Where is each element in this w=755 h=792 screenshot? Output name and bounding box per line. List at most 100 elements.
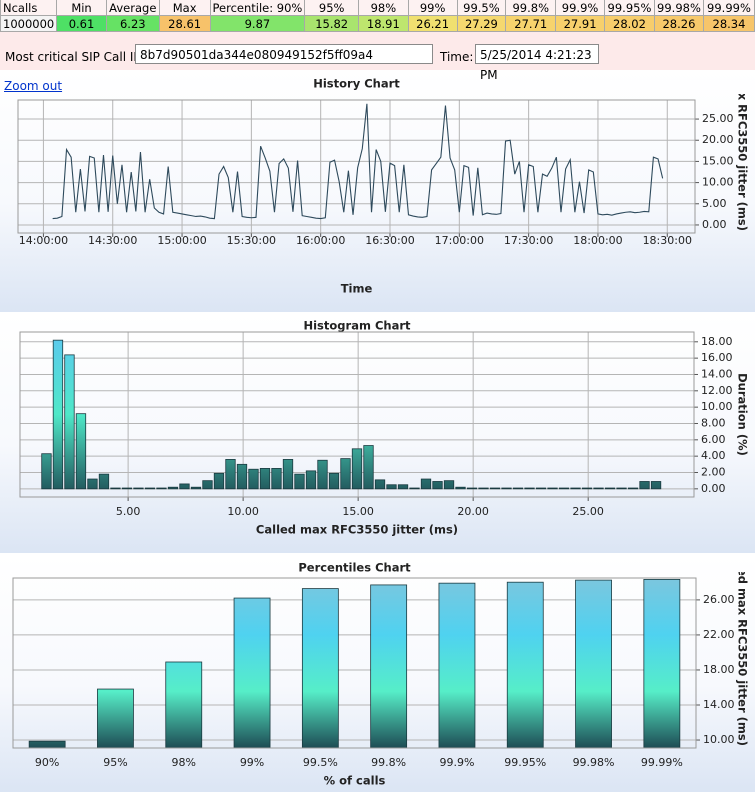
x-tick-label: 16:00:00 xyxy=(296,234,345,247)
histogram-bar xyxy=(98,473,110,490)
y-tick-label: 0.00 xyxy=(701,482,726,495)
histogram-bar xyxy=(64,354,75,490)
y-tick-label: 20.00 xyxy=(702,133,734,146)
x-tick-label: 99.8% xyxy=(371,756,406,769)
x-tick-label: 15.00 xyxy=(342,505,374,518)
stats-header-cell: Max xyxy=(158,0,211,16)
y-tick-label: 10.00 xyxy=(702,176,734,189)
x-tick-label: 20.00 xyxy=(457,505,489,518)
stats-value-cell: 28.34 xyxy=(702,15,755,32)
histogram-bar xyxy=(639,481,650,490)
percentile-bar xyxy=(506,581,544,749)
time-field[interactable]: 5/25/2014 4:21:23 PM xyxy=(475,44,599,82)
histogram-bar xyxy=(179,483,190,490)
stats-value-cell: 26.21 xyxy=(407,15,458,32)
y-tick-label: 10.00 xyxy=(701,400,733,413)
histogram-bar xyxy=(443,480,455,490)
histogram-bar xyxy=(340,458,351,490)
percentile-bar xyxy=(233,597,271,749)
y-tick-label: 26.00 xyxy=(703,593,735,606)
x-tick-label: 95% xyxy=(103,756,127,769)
chart-panel xyxy=(0,314,755,553)
x-axis-label: Called max RFC3550 jitter (ms) xyxy=(256,523,458,537)
histogram-bar xyxy=(248,468,259,490)
plot-frame xyxy=(17,99,696,234)
histogram-bar xyxy=(432,481,443,490)
x-tick-label: 18:00:00 xyxy=(573,234,622,247)
stats-value-row: 1000000 0.61 6.23 28.61 9.87 15.82 18.91 26.21 2… xyxy=(0,15,755,32)
x-tick-label: 5.00 xyxy=(116,505,141,518)
percentile-bar xyxy=(370,584,408,749)
y-tick-label: 0.00 xyxy=(702,218,727,231)
stats-header-cell: 95% xyxy=(304,0,359,16)
y-tick-label: 6.00 xyxy=(701,433,726,446)
histogram-bar xyxy=(374,479,386,490)
percentile-bar xyxy=(301,588,339,749)
x-tick-label: 15:30:00 xyxy=(227,234,276,247)
stats-header-cell: 98% xyxy=(357,0,409,16)
x-tick-label: 17:00:00 xyxy=(435,234,484,247)
histogram-bar xyxy=(478,487,489,490)
summary-area: Ncalls Min Average Max Percentile: 90% 95% 98%… xyxy=(0,0,755,82)
histogram-bar xyxy=(75,413,87,490)
stats-value-cell: 18.91 xyxy=(357,15,409,32)
stats-value-cell: 6.23 xyxy=(105,15,160,32)
y-tick-label: 15.00 xyxy=(702,154,734,167)
percentile-bar xyxy=(165,661,203,749)
histogram-bar xyxy=(604,487,616,490)
stats-header-cell: 99.95% xyxy=(604,0,655,16)
histogram-bar xyxy=(259,468,271,490)
histogram-bar xyxy=(156,487,167,490)
x-tick-label: 25.00 xyxy=(572,505,604,518)
y-tick-label: 14.00 xyxy=(701,367,733,380)
stats-value-cell: 27.71 xyxy=(505,15,557,32)
stats-value-cell: 9.87 xyxy=(209,15,306,32)
x-tick-label: 10.00 xyxy=(227,505,259,518)
stats-value-cell: 28.02 xyxy=(604,15,655,32)
histogram-bar xyxy=(558,487,570,490)
histogram-bar xyxy=(271,468,282,490)
chart-title: Percentiles Chart xyxy=(298,561,411,575)
histogram-bar xyxy=(593,487,604,490)
histogram-bar xyxy=(52,339,64,490)
histogram-bar xyxy=(213,472,225,490)
x-tick-label: 14:30:00 xyxy=(88,234,137,247)
histogram-bar xyxy=(547,487,558,490)
histogram-bar xyxy=(535,487,547,490)
plot-frame xyxy=(12,577,697,749)
histogram-bar xyxy=(570,487,581,490)
call-id-field[interactable]: 8b7d90501da344e080949152f5ff09a4 xyxy=(135,44,433,64)
stats-value-cell: 28.26 xyxy=(653,15,704,32)
x-tick-label: 99.95% xyxy=(504,756,546,769)
histogram-bar xyxy=(282,459,294,490)
call-id-label: Most critical SIP Call ID: xyxy=(5,50,147,64)
stats-header-cell: 99.8% xyxy=(505,0,557,16)
histogram-bar xyxy=(133,487,144,490)
histogram-bar xyxy=(190,486,202,490)
stats-header-cell: 99.98% xyxy=(653,0,704,16)
histogram-bar xyxy=(363,445,374,490)
percentile-bar xyxy=(28,740,66,749)
stats-header-cell: Ncalls xyxy=(0,0,58,16)
y-tick-label: 5.00 xyxy=(702,197,727,210)
x-tick-label: 99.98% xyxy=(573,756,615,769)
y-axis-label: Duration (%) xyxy=(736,373,750,456)
y-axis-label: Called max RFC3550 jitter (ms) xyxy=(736,29,750,231)
histogram-bar xyxy=(501,487,512,490)
stats-value-cell: 0.61 xyxy=(56,15,107,32)
y-tick-label: 8.00 xyxy=(701,416,726,429)
y-tick-label: 18.00 xyxy=(701,335,733,348)
zoom-out-link[interactable]: Zoom out xyxy=(4,79,63,93)
histogram-bar xyxy=(305,470,317,490)
x-tick-label: 16:30:00 xyxy=(365,234,414,247)
stats-value-cell: 27.29 xyxy=(456,15,507,32)
histogram-bar xyxy=(144,487,156,490)
x-tick-label: 98% xyxy=(172,756,196,769)
histogram-bar xyxy=(121,487,133,490)
percentile-bar xyxy=(643,579,681,749)
y-axis-label: Called max RFC3550 jitter (ms) xyxy=(736,544,750,746)
histogram-bar xyxy=(466,487,478,490)
y-tick-label: 22.00 xyxy=(703,628,735,641)
histogram-bar xyxy=(420,478,432,490)
